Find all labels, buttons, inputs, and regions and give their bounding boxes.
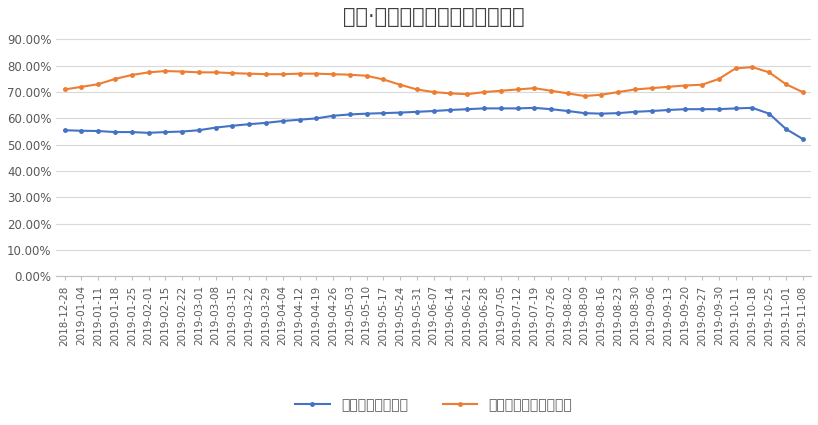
百亿股票私募仓位指数 — [529, 85, 539, 91]
股票私募仓位指数 — [681, 107, 690, 112]
百亿股票私募仓位指数 — [194, 70, 204, 75]
股票私募仓位指数 — [395, 110, 405, 115]
百亿股票私募仓位指数 — [77, 84, 87, 89]
百亿股票私募仓位指数 — [110, 76, 120, 82]
百亿股票私募仓位指数 — [60, 87, 70, 92]
百亿股票私募仓位指数 — [630, 87, 640, 92]
股票私募仓位指数 — [194, 128, 204, 133]
股票私募仓位指数 — [630, 109, 640, 114]
Line: 百亿股票私募仓位指数: 百亿股票私募仓位指数 — [63, 65, 804, 98]
股票私募仓位指数 — [764, 111, 774, 116]
百亿股票私募仓位指数 — [412, 87, 422, 92]
百亿股票私募仓位指数 — [261, 72, 271, 77]
股票私募仓位指数 — [663, 108, 673, 113]
股票私募仓位指数 — [697, 107, 707, 112]
股票私募仓位指数 — [479, 106, 489, 111]
Legend: 股票私募仓位指数, 百亿股票私募仓位指数: 股票私募仓位指数, 百亿股票私募仓位指数 — [290, 393, 578, 418]
股票私募仓位指数 — [178, 129, 187, 134]
股票私募仓位指数 — [160, 130, 170, 135]
百亿股票私募仓位指数 — [93, 82, 103, 87]
股票私募仓位指数 — [496, 106, 506, 111]
股票私募仓位指数 — [546, 107, 556, 112]
股票私募仓位指数 — [328, 113, 338, 118]
股票私募仓位指数 — [429, 108, 438, 113]
百亿股票私募仓位指数 — [714, 76, 724, 82]
百亿股票私募仓位指数 — [513, 87, 523, 92]
百亿股票私募仓位指数 — [479, 90, 489, 95]
股票私募仓位指数 — [614, 110, 623, 116]
股票私募仓位指数 — [529, 105, 539, 111]
股票私募仓位指数 — [127, 130, 137, 135]
百亿股票私募仓位指数 — [730, 66, 740, 71]
百亿股票私募仓位指数 — [697, 82, 707, 87]
股票私募仓位指数 — [261, 120, 271, 125]
百亿股票私募仓位指数 — [580, 94, 590, 99]
股票私募仓位指数 — [60, 128, 70, 133]
股票私募仓位指数 — [798, 136, 807, 142]
百亿股票私募仓位指数 — [211, 70, 221, 75]
股票私募仓位指数 — [294, 117, 304, 122]
股票私募仓位指数 — [513, 106, 523, 111]
百亿股票私募仓位指数 — [781, 82, 791, 87]
股票私募仓位指数 — [245, 122, 254, 127]
百亿股票私募仓位指数 — [614, 90, 623, 95]
股票私募仓位指数 — [312, 116, 321, 121]
百亿股票私募仓位指数 — [462, 92, 472, 97]
百亿股票私募仓位指数 — [496, 88, 506, 94]
股票私募仓位指数 — [362, 111, 371, 116]
百亿股票私募仓位指数 — [379, 77, 389, 82]
百亿股票私募仓位指数 — [429, 90, 438, 95]
股票私募仓位指数 — [93, 128, 103, 133]
百亿股票私募仓位指数 — [798, 90, 807, 95]
股票私募仓位指数 — [144, 130, 154, 136]
百亿股票私募仓位指数 — [748, 65, 757, 70]
Title: 融智·股票私募基金最新仓位指数: 融智·股票私募基金最新仓位指数 — [343, 7, 524, 27]
百亿股票私募仓位指数 — [546, 88, 556, 94]
百亿股票私募仓位指数 — [312, 71, 321, 76]
股票私募仓位指数 — [379, 110, 389, 116]
股票私募仓位指数 — [730, 106, 740, 111]
股票私募仓位指数 — [714, 107, 724, 112]
百亿股票私募仓位指数 — [563, 91, 573, 96]
百亿股票私募仓位指数 — [127, 72, 137, 77]
股票私募仓位指数 — [412, 109, 422, 114]
百亿股票私募仓位指数 — [245, 71, 254, 76]
股票私募仓位指数 — [596, 111, 606, 116]
股票私募仓位指数 — [110, 130, 120, 135]
百亿股票私募仓位指数 — [227, 71, 237, 76]
百亿股票私募仓位指数 — [596, 92, 606, 97]
百亿股票私募仓位指数 — [278, 72, 288, 77]
百亿股票私募仓位指数 — [663, 84, 673, 89]
百亿股票私募仓位指数 — [681, 83, 690, 88]
百亿股票私募仓位指数 — [446, 91, 456, 96]
股票私募仓位指数 — [446, 108, 456, 113]
股票私募仓位指数 — [211, 125, 221, 130]
股票私募仓位指数 — [781, 126, 791, 131]
股票私募仓位指数 — [563, 108, 573, 113]
股票私募仓位指数 — [462, 107, 472, 112]
股票私募仓位指数 — [227, 123, 237, 128]
百亿股票私募仓位指数 — [647, 85, 657, 91]
股票私募仓位指数 — [647, 108, 657, 113]
百亿股票私募仓位指数 — [395, 82, 405, 87]
百亿股票私募仓位指数 — [178, 69, 187, 74]
百亿股票私募仓位指数 — [764, 70, 774, 75]
百亿股票私募仓位指数 — [362, 73, 371, 78]
股票私募仓位指数 — [580, 110, 590, 116]
百亿股票私募仓位指数 — [345, 72, 355, 77]
股票私募仓位指数 — [77, 128, 87, 133]
百亿股票私募仓位指数 — [144, 70, 154, 75]
股票私募仓位指数 — [345, 112, 355, 117]
百亿股票私募仓位指数 — [328, 72, 338, 77]
股票私募仓位指数 — [278, 119, 288, 124]
股票私募仓位指数 — [748, 105, 757, 111]
百亿股票私募仓位指数 — [294, 71, 304, 76]
Line: 股票私募仓位指数: 股票私募仓位指数 — [63, 106, 804, 141]
百亿股票私募仓位指数 — [160, 68, 170, 74]
